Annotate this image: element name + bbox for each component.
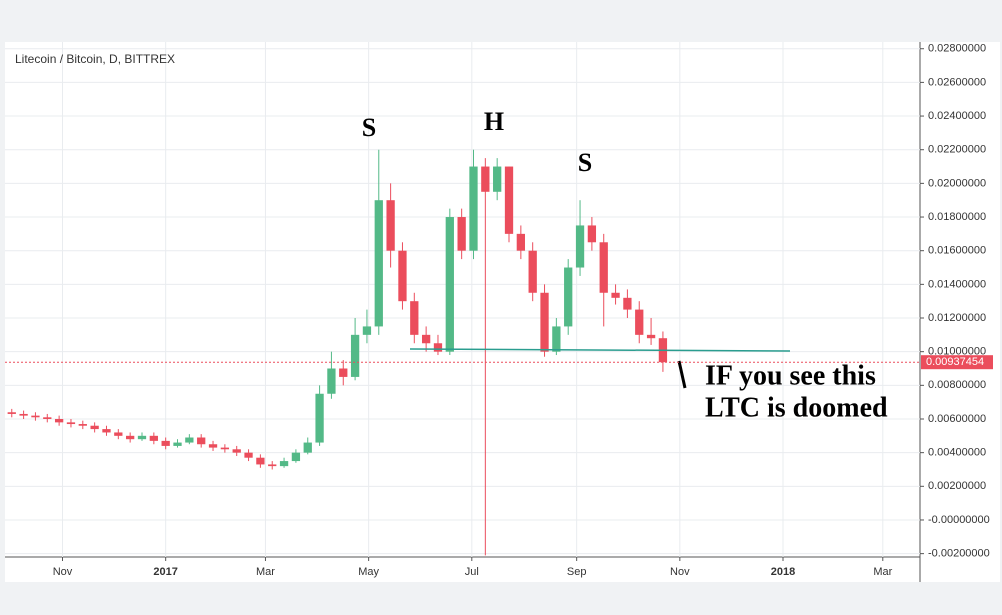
candle-body: [256, 457, 265, 465]
chart-title: Litecoin / Bitcoin, D, BITTREX: [15, 52, 175, 66]
candle-body: [493, 166, 502, 192]
y-tick-label: 0.01600000: [928, 245, 986, 257]
candle-body: [185, 437, 194, 443]
x-tick-label: Mar: [256, 566, 275, 578]
candle-body: [220, 447, 230, 450]
x-tick-label: Sep: [567, 566, 587, 578]
candle-body: [90, 425, 99, 430]
candle-body: [552, 326, 561, 352]
candle-body: [599, 242, 608, 293]
candle-body: [31, 415, 40, 418]
candle-body: [504, 166, 514, 234]
candle-body: [611, 292, 620, 298]
annotation: H: [484, 107, 504, 136]
candle-body: [114, 432, 123, 436]
y-tick-label: 0.01800000: [928, 211, 986, 223]
chart-panel: [5, 42, 1000, 582]
y-tick-label: 0.01400000: [928, 278, 986, 290]
candle-body: [362, 326, 372, 335]
candle-body: [386, 200, 395, 251]
y-tick-label: 0.00600000: [928, 413, 986, 425]
annotation: S: [578, 148, 592, 177]
x-tick-label: Nov: [670, 566, 690, 578]
candle-body: [279, 461, 289, 467]
x-tick-label: May: [358, 566, 379, 578]
y-tick-label: -0.00200000: [928, 548, 990, 560]
y-tick-label: -0.00000000: [928, 514, 990, 526]
candle-body: [623, 297, 632, 310]
x-tick-label: Jul: [465, 566, 479, 578]
x-tick-label: 2017: [153, 566, 177, 578]
candle-body: [208, 444, 218, 448]
candle-body: [635, 309, 644, 335]
candle-body: [126, 435, 135, 440]
candle-body: [19, 413, 28, 416]
annotation: LTC is doomed: [705, 392, 888, 423]
candle-body: [149, 435, 158, 441]
annotation: S: [362, 113, 376, 142]
neckline: [409, 348, 791, 352]
candle-body: [457, 217, 466, 251]
candle-body: [374, 200, 383, 327]
candle-body: [78, 424, 87, 426]
candle-body: [445, 217, 454, 352]
pointer-stroke: [677, 360, 687, 389]
y-tick-label: 0.00200000: [928, 480, 986, 492]
candle-body: [7, 412, 16, 414]
y-tick-label: 0.00400000: [928, 447, 986, 459]
candle-body: [516, 233, 525, 251]
candle-body: [232, 449, 241, 453]
y-tick-label: 0.02000000: [928, 177, 986, 189]
last-price-box: [921, 355, 993, 370]
candle-body: [268, 464, 277, 467]
candle-body: [540, 292, 549, 352]
candle-body: [315, 393, 324, 443]
annotation: IF you see this: [705, 360, 876, 391]
candle-body: [528, 250, 537, 293]
y-tick-label: 0.02200000: [928, 144, 986, 156]
candle-body: [102, 429, 111, 433]
y-tick-label: 0.01000000: [928, 346, 986, 358]
candle-body: [433, 343, 443, 352]
candle-body: [481, 166, 490, 192]
candle-body: [161, 440, 170, 446]
last-price-label: 0.00937454: [926, 356, 984, 368]
y-tick-label: 0.02600000: [928, 76, 986, 88]
candle-body: [410, 301, 419, 335]
candles: [7, 149, 668, 556]
candle-body: [469, 166, 478, 251]
candle-body: [43, 417, 52, 419]
candle-body: [398, 250, 407, 302]
candle-body: [197, 437, 206, 445]
candle-body: [244, 452, 253, 458]
candle-body: [575, 225, 585, 268]
candle-body: [291, 452, 301, 462]
candle-body: [646, 334, 656, 339]
candle-body: [66, 422, 76, 425]
candle-body: [327, 368, 336, 394]
candle-body: [587, 225, 597, 243]
y-tick-label: 0.02800000: [928, 43, 986, 55]
y-tick-label: 0.01200000: [928, 312, 986, 324]
candle-body: [421, 334, 431, 344]
candle-body: [303, 442, 312, 453]
y-tick-label: 0.02400000: [928, 110, 986, 122]
y-tick-label: 0.00800000: [928, 379, 986, 391]
candle-body: [54, 418, 64, 423]
candle-body: [137, 435, 147, 440]
x-tick-label: 2018: [771, 566, 795, 578]
candle-body: [173, 442, 182, 446]
x-tick-label: Mar: [873, 566, 892, 578]
candle-body: [350, 334, 360, 377]
x-tick-label: Nov: [53, 566, 73, 578]
candle-body: [339, 368, 348, 377]
candle-body: [564, 267, 573, 327]
